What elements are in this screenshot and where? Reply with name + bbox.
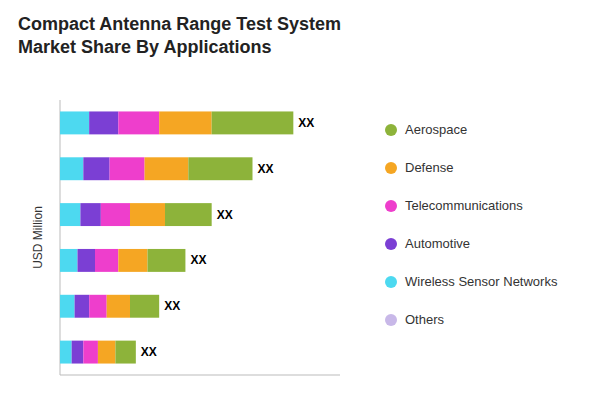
bar-segment xyxy=(101,203,130,226)
legend-label: Aerospace xyxy=(405,122,467,137)
bar-segment xyxy=(130,295,159,318)
y-axis-line xyxy=(60,100,61,375)
bar-segment xyxy=(107,295,130,318)
bar-segment xyxy=(159,111,212,134)
bar-segment xyxy=(115,341,135,364)
bar-segment xyxy=(83,157,109,180)
bar-segment xyxy=(60,341,72,364)
legend-swatch xyxy=(385,162,397,174)
bar-end-label: XX xyxy=(164,299,180,313)
bar-segment xyxy=(60,203,80,226)
legend-label: Automotive xyxy=(405,236,470,251)
bar-segment xyxy=(78,249,96,272)
legend-label: Defense xyxy=(405,160,453,175)
legend-label: Others xyxy=(405,312,445,327)
bar-segment xyxy=(60,249,78,272)
bar-end-label: XX xyxy=(190,253,206,267)
bar-segment xyxy=(118,111,159,134)
bar-segment xyxy=(130,203,165,226)
bar-end-label: XX xyxy=(258,162,274,176)
bar-segment xyxy=(80,203,100,226)
legend-swatch xyxy=(385,200,397,212)
bar-segment xyxy=(83,341,98,364)
bar-segment xyxy=(72,341,84,364)
chart: Compact Antenna Range Test SystemMarket … xyxy=(0,0,600,400)
legend-swatch xyxy=(385,276,397,288)
title: Compact Antenna Range Test SystemMarket … xyxy=(18,14,341,57)
legend-swatch xyxy=(385,314,397,326)
bar-segment xyxy=(75,295,90,318)
bar-segment xyxy=(212,111,294,134)
legend-swatch xyxy=(385,238,397,250)
bar-end-label: XX xyxy=(217,208,233,222)
bar-end-label: XX xyxy=(141,345,157,359)
bar-segment xyxy=(89,295,107,318)
bar-segment xyxy=(60,295,75,318)
bars xyxy=(60,111,293,363)
bar-segment xyxy=(110,157,145,180)
x-axis-line xyxy=(60,375,340,376)
legend-swatch xyxy=(385,124,397,136)
bar-segment xyxy=(145,157,189,180)
bar-segment xyxy=(95,249,118,272)
bar-segment xyxy=(165,203,212,226)
bar-segment xyxy=(60,111,89,134)
bar-segment xyxy=(89,111,118,134)
legend-label: Telecommunications xyxy=(405,198,523,213)
bar-segment xyxy=(148,249,186,272)
bar-segment xyxy=(188,157,252,180)
bar-end-label: XX xyxy=(298,116,314,130)
bar-segment xyxy=(60,157,83,180)
y-axis-label: USD Million xyxy=(31,206,45,269)
bar-segment xyxy=(118,249,147,272)
legend-label: Wireless Sensor Networks xyxy=(405,274,558,289)
bar-segment xyxy=(98,341,116,364)
